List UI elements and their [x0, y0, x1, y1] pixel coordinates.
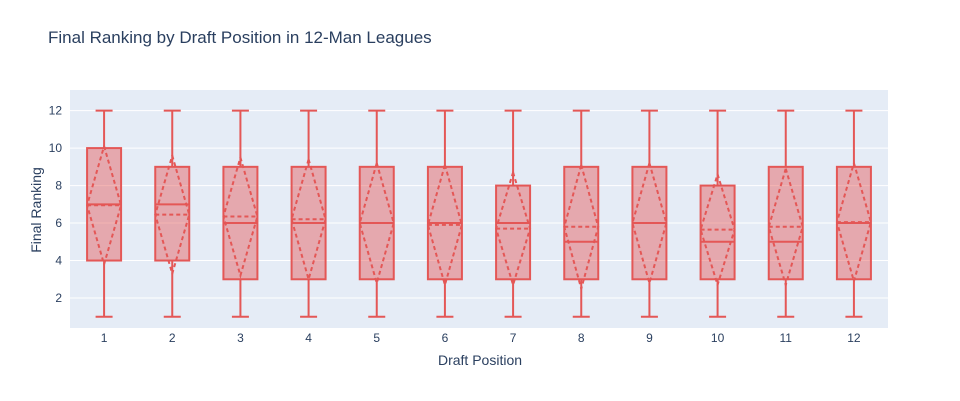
chart-title: Final Ranking by Draft Position in 12-Ma… — [48, 28, 432, 47]
y-tick-label: 6 — [55, 216, 62, 230]
x-tick-label: 1 — [101, 331, 108, 345]
box-plot — [358, 109, 395, 318]
box-body — [495, 184, 532, 281]
box-plot — [154, 109, 191, 318]
plot-background — [70, 90, 888, 328]
y-tick-label: 4 — [55, 254, 62, 268]
x-tick-label: 5 — [373, 331, 380, 345]
box-plot — [699, 109, 736, 318]
sd-diamond — [699, 170, 736, 289]
sd-diamond — [835, 159, 872, 285]
box-body — [767, 165, 804, 281]
sd-diamond — [563, 161, 600, 293]
gridlines — [70, 110, 888, 299]
y-tick-label: 10 — [49, 141, 63, 155]
sd-diamond — [154, 151, 191, 278]
sd-diamond — [222, 153, 259, 280]
x-tick-labels: 1 2 3 4 5 6 7 8 9 10 11 12 — [101, 331, 861, 345]
y-tick-labels: 2 4 6 8 10 12 — [49, 104, 63, 305]
box-plot — [835, 109, 872, 318]
box-plot — [86, 109, 123, 318]
box-body — [699, 184, 736, 281]
y-axis-title: Final Ranking — [28, 167, 44, 253]
x-tick-label: 7 — [510, 331, 517, 345]
box-plot — [563, 109, 600, 318]
x-tick-label: 2 — [169, 331, 176, 345]
x-axis-title: Draft Position — [437, 352, 523, 368]
box-plot — [631, 109, 668, 318]
x-tick-label: 4 — [305, 331, 312, 345]
box-plot — [767, 109, 804, 318]
x-tick-label: 9 — [646, 331, 653, 345]
box-plot — [222, 109, 259, 318]
y-tick-label: 12 — [49, 104, 63, 118]
box-plot — [495, 109, 532, 318]
box-plot — [290, 109, 327, 318]
sd-diamond — [86, 142, 123, 268]
box-body — [563, 165, 600, 281]
box-plot — [426, 109, 463, 318]
x-tick-label: 10 — [711, 331, 725, 345]
sd-diamond — [767, 165, 804, 289]
box-series — [86, 109, 872, 318]
x-tick-label: 12 — [847, 331, 861, 345]
y-tick-label: 2 — [55, 291, 62, 305]
x-tick-label: 8 — [578, 331, 585, 345]
x-tick-label: 3 — [237, 331, 244, 345]
y-tick-label: 8 — [55, 179, 62, 193]
x-tick-label: 11 — [780, 331, 793, 345]
x-tick-label: 6 — [442, 331, 449, 345]
